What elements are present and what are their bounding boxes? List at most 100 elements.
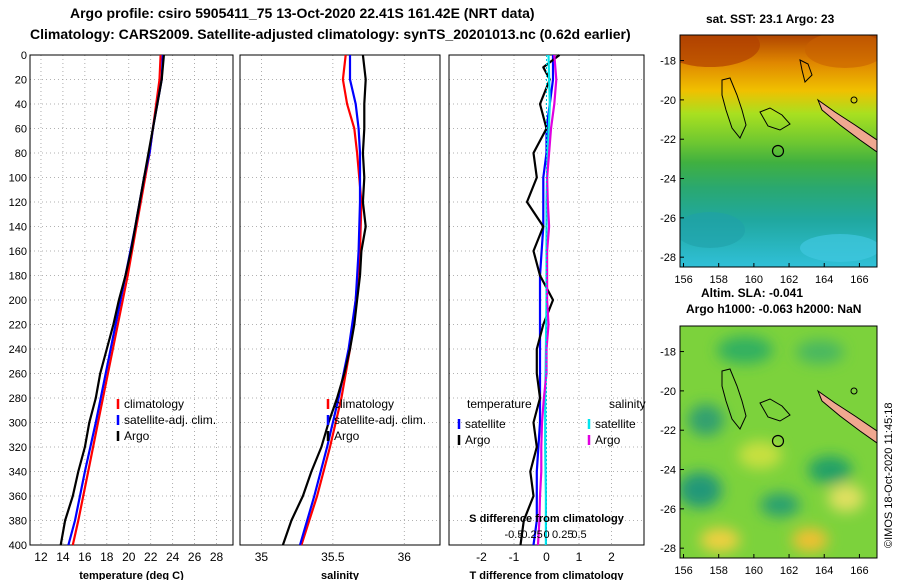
x-tick-label: 14 [56, 550, 70, 564]
legend-label: Argo [334, 429, 360, 443]
map-x-tick-label: 164 [815, 274, 833, 286]
map-x-tick-label: 156 [674, 565, 692, 577]
x-tick-label: 35 [255, 550, 269, 564]
sla-low-patch [680, 472, 722, 508]
map-y-tick-label: -20 [660, 386, 676, 398]
map-y-tick-label: -28 [660, 252, 676, 264]
secondary-x-tick-label: -0.25 [518, 529, 543, 541]
y-tick-label: 140 [9, 222, 27, 234]
map-axes: 156 158 160 162 164 166 -18 -20 -22 -24 -26 -28 156 1… [660, 56, 868, 577]
new-caledonia-land [816, 389, 877, 444]
y-tick-label: 160 [9, 246, 27, 258]
legend-title-temperature: temperature [467, 397, 532, 411]
sla-low-patch [760, 493, 800, 517]
x-tick-label: 0 [543, 550, 550, 564]
sst-map-title: sat. SST: 23.1 Argo: 23 [706, 12, 835, 26]
bellona-reef-outline [759, 107, 791, 131]
y-tick-label: 80 [15, 148, 27, 160]
figure-subtitle: Climatology: CARS2009. Satellite-adjuste… [30, 26, 631, 42]
sla-low-patch [808, 456, 852, 484]
sla-high-patch [828, 484, 864, 512]
legend-label: Argo [465, 433, 491, 447]
secondary-x-tick-label: 0 [543, 529, 549, 541]
y-tick-label: 0 [21, 50, 27, 62]
x-tick-label: 36 [398, 550, 412, 564]
sla-field [680, 326, 877, 558]
legend-label: climatology [124, 397, 184, 411]
profile-panel-salinity: 35 35.5 36 salinity climatology satellite-adj… [239, 54, 441, 580]
sst-map [680, 35, 877, 267]
map-x-tick-label: 164 [815, 565, 833, 577]
y-tick-label: 280 [9, 393, 27, 405]
y-tick-label: 40 [15, 99, 27, 111]
legend-label: Argo [124, 429, 150, 443]
y-tick-label: 180 [9, 271, 27, 283]
map-x-tick-label: 162 [780, 274, 798, 286]
map-y-tick-label: -22 [660, 134, 676, 146]
map-x-tick-label: 158 [710, 565, 728, 577]
y-tick-label: 340 [9, 467, 27, 479]
y-tick-label: 320 [9, 442, 27, 454]
series-line-argo [281, 54, 367, 546]
sla-high-patch [738, 441, 782, 469]
y-tick-label: 20 [15, 75, 27, 87]
sla-map [680, 326, 877, 558]
map-y-tick-label: -22 [660, 425, 676, 437]
map-x-tick-label: 160 [745, 274, 763, 286]
y-tick-label: 100 [9, 173, 27, 185]
map-y-tick-label: -24 [660, 174, 676, 186]
y-tick-label: 220 [9, 320, 27, 332]
x-axis-label: temperature (deg C) [79, 570, 184, 580]
reef-outline [799, 59, 813, 83]
legend-label: Argo [595, 433, 621, 447]
legend-label: satellite-adj. clim. [124, 413, 216, 427]
x-tick-label: 20 [122, 550, 136, 564]
x-tick-label: -2 [476, 550, 487, 564]
x-axis-label: salinity [321, 570, 360, 580]
y-tick-label: 360 [9, 491, 27, 503]
y-tick-label: 260 [9, 369, 27, 381]
series-line-argo [59, 54, 165, 546]
map-y-tick-label: -18 [660, 347, 676, 359]
map-y-tick-label: -26 [660, 504, 676, 516]
sst-cool-patch [680, 212, 745, 248]
x-tick-label: 28 [210, 550, 224, 564]
sla-low-patch [688, 404, 724, 436]
x-tick-label: 22 [144, 550, 158, 564]
x-tick-label: 24 [166, 550, 180, 564]
map-y-tick-label: -28 [660, 543, 676, 555]
map-y-tick-label: -20 [660, 95, 676, 107]
x-tick-label: 16 [78, 550, 92, 564]
sla-map-argo-heights: Argo h1000: -0.063 h2000: NaN [686, 302, 862, 316]
chesterfield-reef-outline [721, 77, 747, 139]
legend-label: satellite-adj. clim. [334, 413, 426, 427]
map-x-tick-label: 158 [710, 274, 728, 286]
y-tick-label: 120 [9, 197, 27, 209]
sst-warm-patch [680, 35, 760, 67]
series-line-satellite-adj-clim- [298, 55, 362, 546]
sst-warm-patch [805, 35, 877, 68]
map-y-tick-label: -24 [660, 465, 676, 477]
sla-map-title: Altim. SLA: -0.041 [701, 286, 804, 300]
profile-panel-temperature: 12 14 16 18 20 22 24 26 28 temperature (deg C) 0 20… [9, 50, 234, 580]
sla-map-frame [679, 325, 878, 559]
map-x-tick-label: 166 [850, 274, 868, 286]
secondary-x-tick-label: 0.5 [571, 529, 586, 541]
x-tick-label: 2 [608, 550, 615, 564]
sla-high-patch [700, 528, 740, 552]
argo-position-marker [771, 144, 785, 158]
argo-position-marker [771, 434, 785, 448]
x-tick-label: 18 [100, 550, 114, 564]
legend-label: satellite [595, 417, 636, 431]
y-tick-label: 400 [9, 540, 27, 552]
y-tick-label: 60 [15, 124, 27, 136]
x-axis-label: T difference from climatology [469, 570, 624, 580]
sla-low-patch [796, 340, 844, 364]
bellona-reef-outline [759, 398, 791, 422]
map-x-tick-label: 166 [850, 565, 868, 577]
island-outline [850, 387, 858, 395]
sst-cool-patch [800, 234, 877, 262]
